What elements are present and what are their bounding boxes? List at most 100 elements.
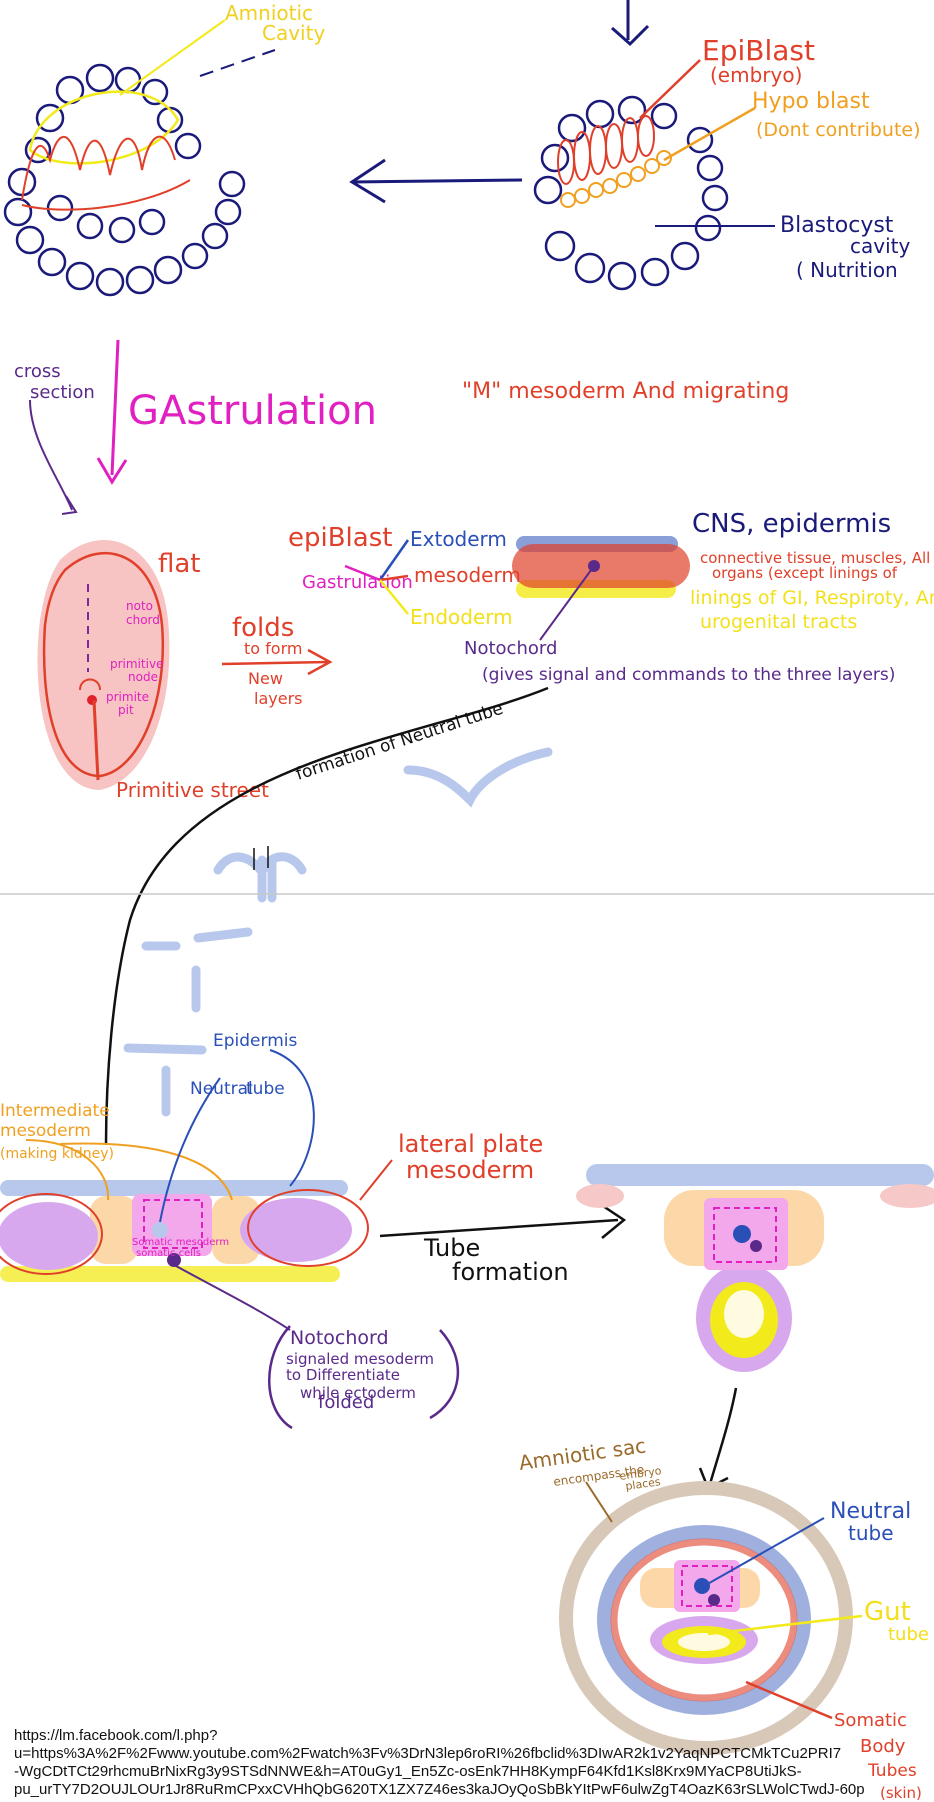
blastocyst-label-1: Blastocyst xyxy=(780,213,894,238)
bilaminar-embryo-left xyxy=(3,63,246,297)
intermediate-label-1: Intermediate xyxy=(0,1101,110,1121)
flat-label: flat xyxy=(158,549,201,579)
neutral-tube-b-label-2: tube xyxy=(848,1521,894,1545)
primitive-streak-label: Primitive street xyxy=(116,778,269,802)
url-line-1[interactable]: https://lm.facebook.com/l.php? xyxy=(14,1727,218,1744)
notochord-small-label-1: noto xyxy=(126,599,153,613)
mesoderm-pointers xyxy=(25,1049,393,1331)
mesoderm-label: mesoderm xyxy=(414,563,521,587)
down-arrow-to-cross-section xyxy=(698,1387,738,1490)
amniotic-sac-label-4: places xyxy=(625,1475,662,1493)
extoderm-label: Extoderm xyxy=(410,527,507,551)
somatic-body-label-4: (skin) xyxy=(880,1784,922,1802)
gastrulation-small-label: Gastrulation xyxy=(302,572,413,593)
lateral-plate-label-2: mesoderm xyxy=(406,1156,534,1184)
gastrulation-title: GAstrulation xyxy=(128,388,377,434)
amniotic-cavity-pointer xyxy=(119,19,226,96)
primitive-pit-label-2: pit xyxy=(118,703,134,717)
notochord-signals-label: (gives signal and commands to the three … xyxy=(482,665,895,685)
amniotic-sac-label-3: embryo xyxy=(619,1464,663,1483)
endoderm-label: Endoderm xyxy=(410,605,513,629)
amniotic-dash xyxy=(199,49,276,77)
gut-tube-pointer xyxy=(707,1614,863,1636)
mesoderm-cross-section xyxy=(0,1180,369,1282)
tube-formation-label-2: formation xyxy=(452,1258,569,1286)
notochord-box-label-4: while ectoderm xyxy=(300,1384,416,1402)
lateral-plate-label-1: lateral plate xyxy=(398,1130,543,1158)
somatic-mesoderm-label-2: somatic cells xyxy=(136,1248,201,1259)
folds-label-3: New xyxy=(248,669,283,688)
primitive-pit-label-1: primite xyxy=(106,690,149,704)
amniotic-sac-pointer xyxy=(585,1481,613,1523)
blastocyst-label-3: ( Nutrition xyxy=(796,258,898,282)
embryo-label: (embryo) xyxy=(710,63,802,87)
top-arrow-down xyxy=(611,0,650,47)
intermediate-label-3: (making kidney) xyxy=(0,1146,114,1162)
blastocyst-right xyxy=(533,95,729,291)
cross-section-hook xyxy=(61,495,78,515)
cross-section-label-1: cross xyxy=(14,361,61,382)
cns-epidermis-label: CNS, epidermis xyxy=(692,509,891,539)
notochord-small-label-2: chord xyxy=(126,613,160,627)
mesoderm-migrating-note: "M" mesoderm And migrating xyxy=(462,379,789,404)
notochord-box-label-5: folded xyxy=(318,1392,374,1413)
url-line-3[interactable]: -WgCDtTCt29rhcmuBrNixRg3y9STSdNNWE&h=AT0… xyxy=(14,1763,802,1780)
linings-label-2: urogenital tracts xyxy=(700,611,857,633)
connective-label-1: connective tissue, muscles, All xyxy=(700,549,930,567)
somatic-body-label-1: Somatic xyxy=(834,1710,907,1731)
notochord-bracket-right xyxy=(429,1329,460,1420)
somatic-mesoderm-label-1: Somatic mesoderm xyxy=(132,1237,229,1248)
neural-tube-formation-line xyxy=(104,686,549,1146)
blastocyst-label-2: cavity xyxy=(850,234,910,258)
gut-tube-label-1: Gut xyxy=(864,1597,911,1627)
epiblast-label: EpiBlast xyxy=(702,34,815,67)
notochord-box-label-3: to Differentiate xyxy=(286,1366,400,1384)
primitive-node-label-1: primitive xyxy=(110,657,163,671)
neural-tube-formation-label: formation of Neutral tube xyxy=(293,699,505,785)
embryonic-disc xyxy=(37,540,170,790)
notochord-box-label-1: Notochord xyxy=(290,1327,389,1349)
folded-embryo-section xyxy=(576,1164,934,1372)
neural-fold-ticks xyxy=(253,846,269,870)
epiblast-cells xyxy=(557,115,655,185)
neural-fold-sketches xyxy=(123,747,553,1117)
amniotic-cavity-label-1: Amniotic xyxy=(225,1,313,25)
hypoblast-label: Hypo blast xyxy=(752,89,870,114)
somatic-body-label-3: Tubes xyxy=(867,1761,917,1781)
somatic-body-label-2: Body xyxy=(860,1736,906,1757)
somatic-body-pointer xyxy=(745,1680,833,1720)
intermediate-label-2: mesoderm xyxy=(0,1121,91,1141)
epiblast-pointer xyxy=(639,59,701,119)
hypoblast-cells xyxy=(560,150,672,208)
gut-tube-label-2: tube xyxy=(888,1624,929,1645)
final-cross-section xyxy=(559,1481,853,1755)
source-url[interactable]: https://lm.facebook.com/l.php? u=https%3… xyxy=(14,1727,932,1799)
folds-label-1: folds xyxy=(232,613,294,643)
notochord-box-label-2: signaled mesoderm xyxy=(286,1350,434,1368)
amniotic-cavity-label-2: Cavity xyxy=(262,21,325,45)
hypoblast-note: (Dont contribute) xyxy=(756,119,921,141)
neutral-tube-b-pointer xyxy=(703,1517,825,1587)
cross-section-label-2: section xyxy=(30,382,95,403)
arrow-left xyxy=(349,158,523,204)
hypoblast-pointer xyxy=(663,106,756,162)
primitive-node-label-2: node xyxy=(128,670,158,684)
folds-label-4: layers xyxy=(254,689,302,708)
folds-arrow xyxy=(221,648,333,676)
url-line-2[interactable]: u=https%3A%2F%2Fwww.youtube.com%2Fwatch%… xyxy=(14,1745,842,1762)
epiblast-2-label: epiBlast xyxy=(288,523,392,553)
gastrulation-arrow xyxy=(96,339,128,485)
linings-label-1: linings of GI, Respiroty, And xyxy=(690,587,934,609)
cross-section-pointer xyxy=(29,399,73,511)
notochord-bracket-left xyxy=(268,1325,293,1430)
epidermis-label: Epidermis xyxy=(213,1031,297,1051)
amniotic-cavity-outline xyxy=(21,90,191,211)
connective-label-2: organs (except linings of xyxy=(712,564,898,582)
germ-layer-branches xyxy=(344,539,410,615)
url-line-4[interactable]: pu_urTY7D2OUJLOUr1Jr8RuRmCPxxCVHhQbG620T… xyxy=(14,1781,865,1798)
notochord-label: Notochord xyxy=(464,638,557,659)
trilaminar-disc xyxy=(512,536,690,641)
neutral-tube-label-1: Neutral xyxy=(190,1079,253,1099)
folds-label-2: to form xyxy=(244,639,302,658)
